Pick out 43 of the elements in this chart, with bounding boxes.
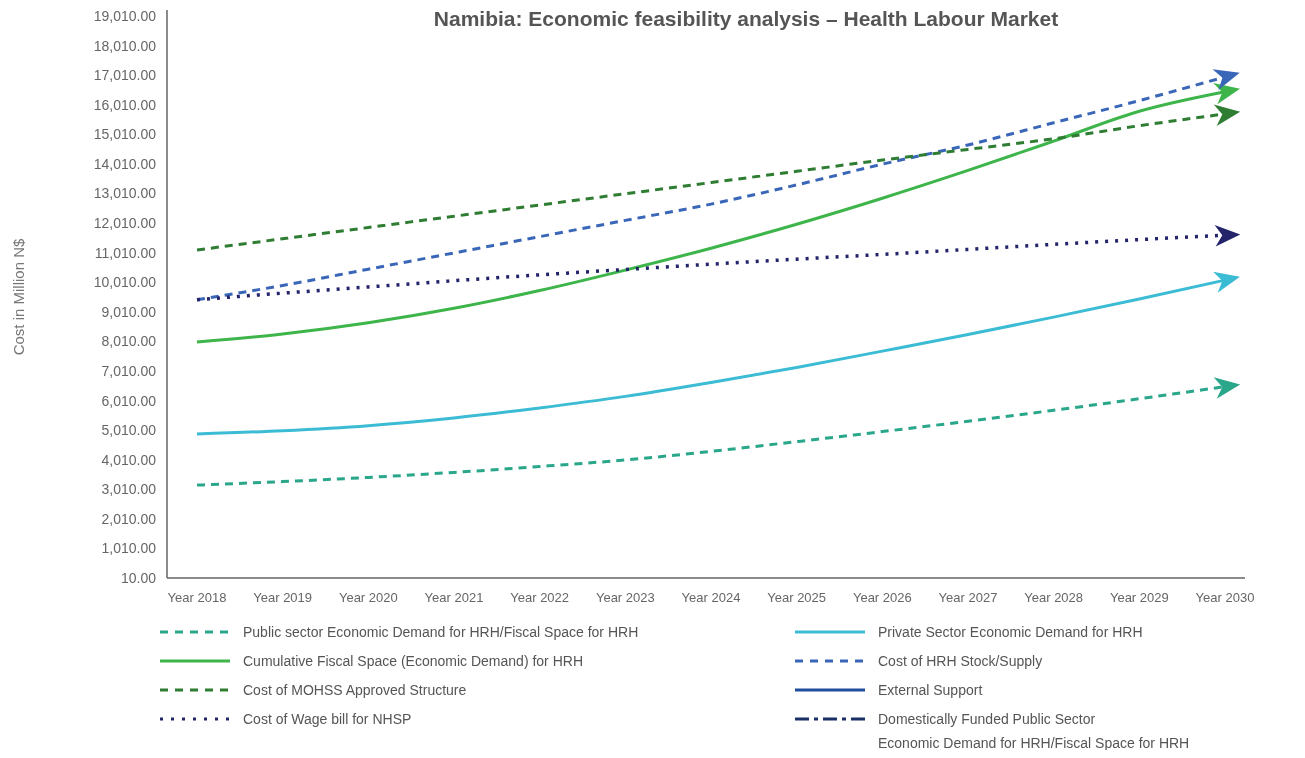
y-tick-label: 10.00 bbox=[120, 570, 157, 586]
legend-label: Domestically Funded Public Sector Economic Demand for HRH/Fiscal Space for HRH bbox=[878, 711, 1190, 751]
y-axis-title: Cost in Million N$ bbox=[10, 238, 27, 356]
x-tick-label: Year 2020 bbox=[338, 590, 398, 605]
x-tick-label: Year 2019 bbox=[253, 590, 313, 605]
legend-label: Cost of Wage bill for NHSP bbox=[243, 711, 412, 727]
legend-label: Cumulative Fiscal Space (Economic Demand) for HRH bbox=[243, 653, 583, 669]
y-tick-label: 8,010.00 bbox=[101, 333, 157, 350]
y-tick-label: 12,010.00 bbox=[93, 215, 157, 232]
y-tick-label: 19,010.00 bbox=[93, 8, 157, 24]
y-tick-label: 17,010.00 bbox=[93, 67, 157, 84]
x-tick-label: Year 2026 bbox=[852, 590, 912, 605]
chart-title: Namibia: Economic feasibility analysis – Health Labour Market bbox=[433, 7, 1059, 30]
y-tick-label: 16,010.00 bbox=[93, 96, 157, 113]
y-tick-label: 2,010.00 bbox=[101, 510, 157, 527]
y-tick-label: 3,010.00 bbox=[101, 481, 157, 498]
y-tick-label: 18,010.00 bbox=[93, 37, 157, 54]
legend-label: Cost of MOHSS Approved Structure bbox=[243, 682, 467, 698]
x-tick-label: Year 2025 bbox=[767, 590, 827, 605]
x-tick-label: Year 2022 bbox=[510, 590, 570, 605]
x-tick-label: Year 2018 bbox=[167, 590, 227, 605]
y-tick-label: 15,010.00 bbox=[93, 126, 157, 143]
x-tick-label: Year 2023 bbox=[595, 590, 655, 605]
y-tick-label: 6,010.00 bbox=[101, 392, 157, 409]
y-tick-label: 5,010.00 bbox=[101, 422, 157, 439]
y-tick-label: 14,010.00 bbox=[93, 155, 157, 172]
y-tick-label: 1,010.00 bbox=[101, 540, 157, 557]
y-tick-label: 7,010.00 bbox=[101, 362, 157, 379]
y-tick-label: 13,010.00 bbox=[93, 185, 157, 202]
x-tick-label: Year 2028 bbox=[1024, 590, 1084, 605]
y-tick-label: 11,010.00 bbox=[94, 244, 157, 261]
x-tick-label: Year 2029 bbox=[1109, 590, 1169, 605]
x-tick-label: Year 2030 bbox=[1195, 590, 1255, 605]
y-tick-label: 4,010.00 bbox=[101, 451, 157, 468]
x-tick-label: Year 2021 bbox=[424, 590, 484, 605]
y-tick-label: 10,010.00 bbox=[93, 274, 157, 291]
legend-label: External Support bbox=[878, 682, 983, 698]
legend-label: Public sector Economic Demand for HRH/Fiscal Space for HRH bbox=[243, 624, 639, 640]
y-tick-label: 9,010.00 bbox=[101, 303, 157, 320]
legend-label: Cost of HRH Stock/Supply bbox=[878, 653, 1043, 669]
x-tick-label: Year 2024 bbox=[681, 590, 741, 605]
x-tick-label: Year 2027 bbox=[938, 590, 998, 605]
legend-label: Private Sector Economic Demand for HRH bbox=[878, 624, 1143, 640]
